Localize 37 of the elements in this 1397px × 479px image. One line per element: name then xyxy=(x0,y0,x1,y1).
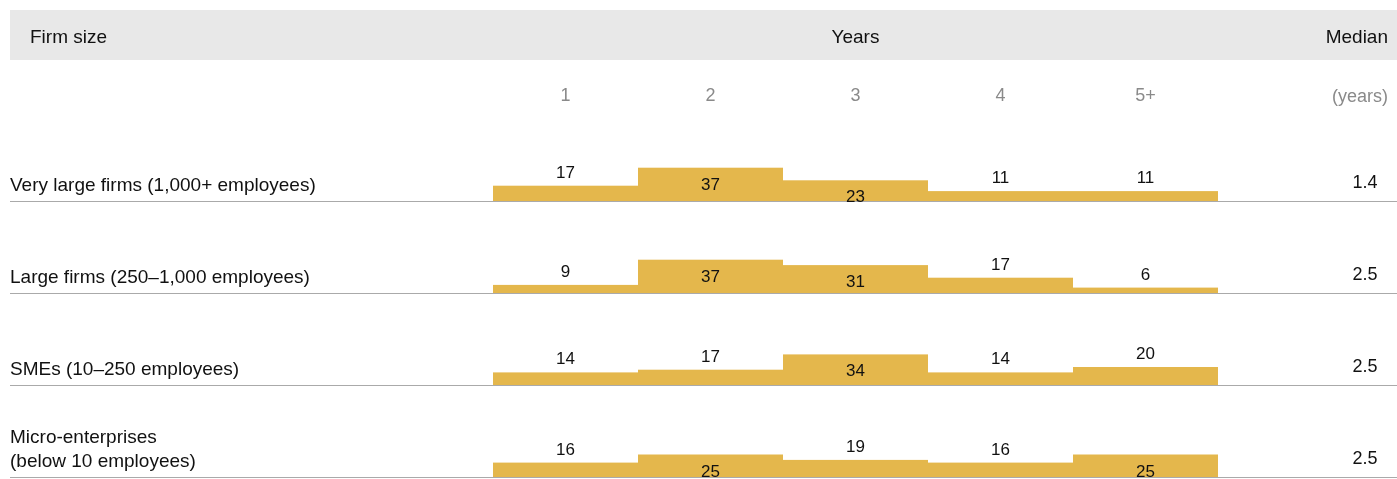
data-label: 37 xyxy=(701,174,720,194)
x-tick-label: 1 xyxy=(560,84,571,105)
text: 2.5 xyxy=(1352,264,1378,284)
data-label: 31 xyxy=(846,272,865,292)
data-label: 25 xyxy=(701,461,720,479)
x-tick-label: 2 xyxy=(705,84,716,105)
data-label: 23 xyxy=(846,187,865,207)
data-label: 19 xyxy=(846,436,865,456)
data-label: 14 xyxy=(556,349,575,369)
y-axis-title: Large firms (250–1,000 employees) xyxy=(10,266,310,287)
data-label: 11 xyxy=(1136,168,1155,188)
y-axis-title: SMEs (10–250 employees) xyxy=(10,358,240,379)
text: 2.5 xyxy=(1352,356,1378,376)
data-label: 17 xyxy=(701,346,720,366)
data-label: 9 xyxy=(560,261,571,281)
text: Firm size xyxy=(30,26,108,47)
data-label: 11 xyxy=(991,168,1010,188)
x-tick-label: 4 xyxy=(995,84,1006,105)
data-label: 17 xyxy=(991,254,1010,274)
y-axis-title: Micro-enterprises (below 10 employees) xyxy=(10,426,196,471)
data-label: 37 xyxy=(701,266,720,286)
x-axis-title: Years xyxy=(831,26,880,47)
data-label: 20 xyxy=(1136,344,1155,363)
data-label: 14 xyxy=(991,349,1010,369)
text: 2.5 xyxy=(1352,448,1378,468)
data-label: 17 xyxy=(556,162,575,182)
text: Median xyxy=(1325,26,1388,47)
x-tick-label: 5+ xyxy=(1135,84,1156,105)
x-tick-label: 3 xyxy=(850,84,861,105)
data-label: 16 xyxy=(991,439,1010,459)
data-label: 25 xyxy=(1136,461,1155,479)
text: 1.4 xyxy=(1352,172,1378,192)
y-axis-title: Very large firms (1,000+ employees) xyxy=(10,174,316,195)
data-label: 6 xyxy=(1140,264,1151,284)
data-label: 16 xyxy=(556,439,575,459)
text: (years) xyxy=(1331,86,1388,106)
data-label: 34 xyxy=(846,361,865,381)
